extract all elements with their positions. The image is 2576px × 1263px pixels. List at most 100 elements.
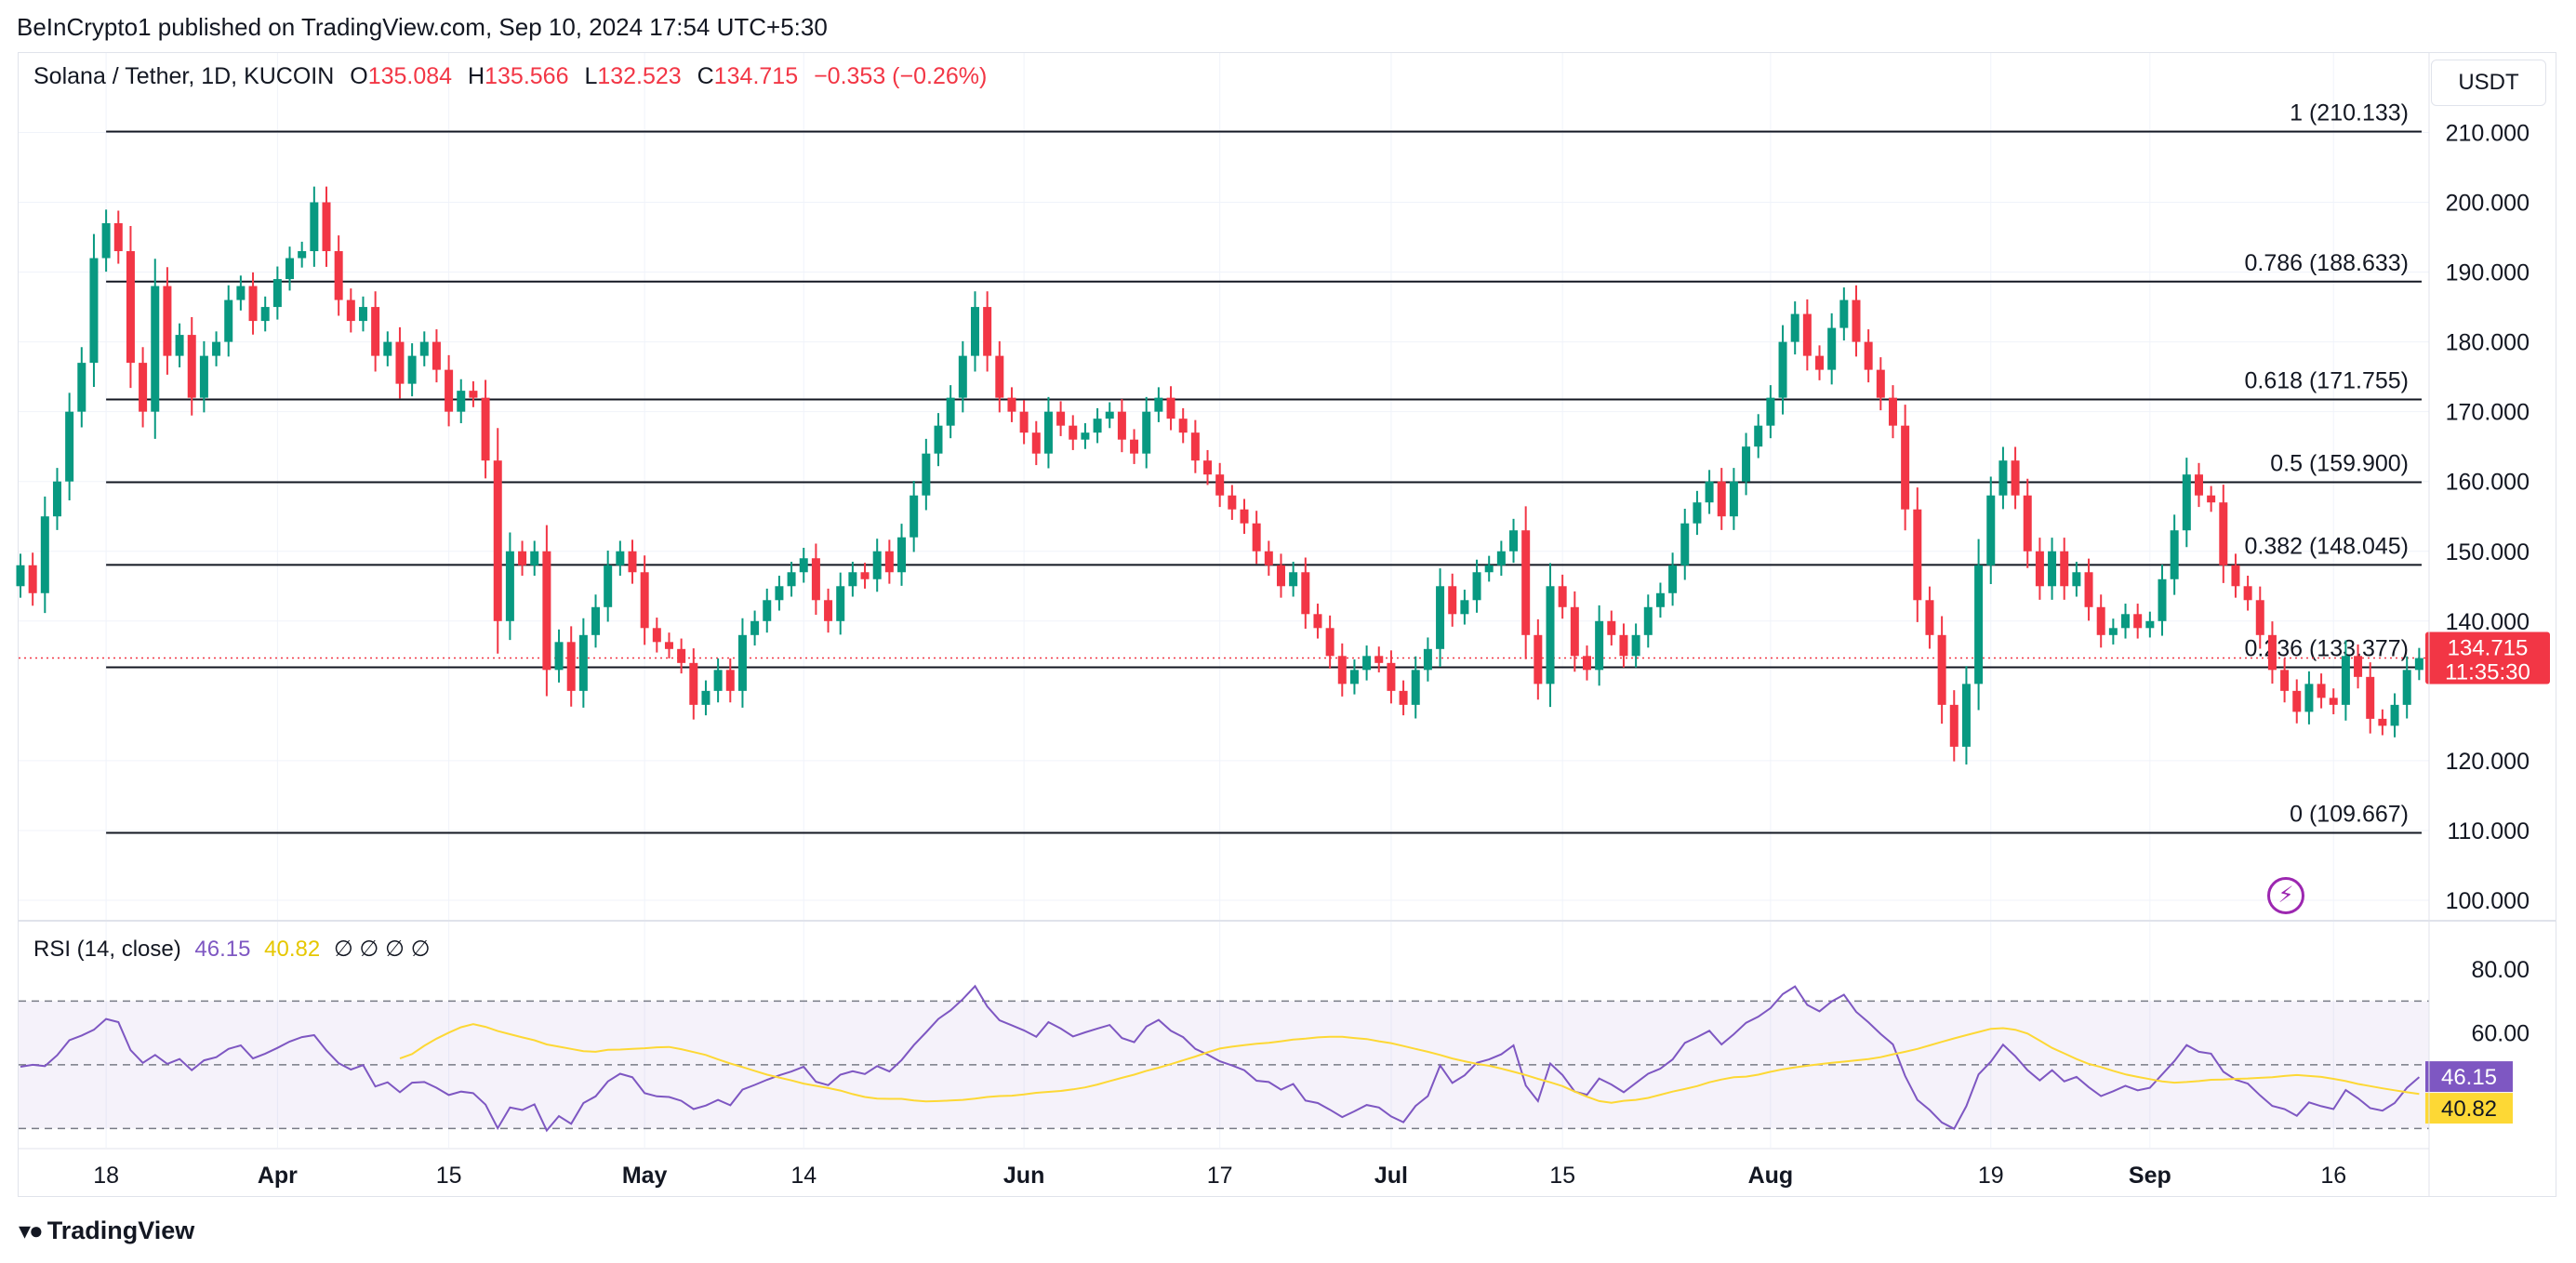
candle-body [334,251,343,300]
rsi-ma-value: 40.82 [264,937,321,962]
lightning-icon[interactable]: ⚡ [2267,877,2304,914]
candle-body [1595,620,1604,671]
candle-body [199,355,208,398]
candle-body [775,586,784,601]
price-tick-label: 200.000 [2446,191,2530,217]
fibonacci-levels: 1 (210.133) 0.786 (188.633) 0.618 (171.755… [106,100,2422,834]
candle-body [1754,425,1763,447]
candle-body [2341,656,2350,705]
candle-body [2378,718,2387,726]
candle-body [2133,614,2143,629]
candle-body [848,572,857,587]
candle-body [358,307,367,322]
candle-body [2219,502,2228,565]
candle-body [1166,397,1175,419]
candle-body [750,620,760,635]
price-tick-label: 150.000 [2446,539,2530,565]
candle-body [445,369,454,412]
rsi-badge-label: 46.15 [2441,1065,2497,1090]
candle-body [2108,628,2118,635]
candle-body [1949,704,1959,747]
candle-body [1484,565,1494,573]
candle-body [126,251,135,364]
candle-body [1203,460,1213,475]
candle-body [395,341,405,384]
candle-body [1643,606,1653,635]
time-tick-label: Jun [1003,1163,1044,1189]
candle-body [432,341,441,370]
price-tick-label: 180.000 [2446,330,2530,356]
time-tick-label: 15 [1549,1163,1575,1189]
candle-body [2060,551,2069,587]
candle-body [28,565,37,593]
candle-body [1876,369,1885,398]
low-label: L [584,63,598,89]
candle-body [1215,474,1225,496]
price-tick-label: 210.000 [2446,120,2530,146]
candle-body [1190,432,1200,461]
candle-body [910,495,919,538]
candle-body [1534,634,1543,685]
candle-body [542,551,551,671]
time-tick-label: 18 [93,1163,119,1189]
candle-body [1913,509,1922,601]
candle-body [591,606,601,635]
candle-body [139,363,148,412]
candle-body [1387,662,1396,691]
grid-layer [19,53,2429,1148]
candle-body [2011,460,2020,496]
symbol-legend: Solana / Tether, 1D, KUCOIN O135.084 H13… [33,63,987,90]
candle-body [151,286,160,412]
candle-body [1325,628,1334,657]
candle-body [163,286,172,356]
candle-body [236,286,246,300]
candle-body [640,572,649,629]
open-value: 135.084 [367,63,453,89]
candle-body [1509,530,1519,552]
price-axis: 210.000 200.000 190.000 180.000 170.000 160.0… [2446,120,2530,914]
candle-body [701,690,710,705]
tradingview-logo[interactable]: ▾● TradingView [19,1216,194,1245]
candlestick-series [16,186,2423,765]
candle-body [983,307,992,356]
candle-body [2072,572,2081,587]
tradingview-mark-icon: ▾● [19,1216,44,1244]
rsi-ma-line [399,1023,2420,1104]
price-tick-label: 120.000 [2446,749,2530,775]
candle-body [1655,592,1665,607]
candle-body [1436,586,1445,649]
price-tick-label: 100.000 [2446,888,2530,914]
candle-body [1019,411,1029,433]
candle-body [2231,565,2240,587]
candle-body [1448,586,1457,615]
candle-body [1276,565,1285,587]
candle-body [2304,684,2314,712]
candle-body [958,355,967,398]
candle-body [1349,670,1359,685]
candle-body [469,391,478,398]
candle-body [566,642,576,691]
fib-level-label: 0.618 (171.755) [2244,367,2409,393]
candle-body [1056,411,1066,426]
fib-level-label: 0 (109.667) [2290,801,2409,827]
candle-body [101,223,111,259]
fib-level-label: 0.786 (188.633) [2244,250,2409,276]
candle-body [1570,606,1579,657]
candle-body [799,558,808,573]
close-value: 134.715 [713,63,799,89]
candle-body [811,558,820,601]
currency-button[interactable]: USDT [2431,60,2546,106]
publisher-attribution: BeInCrypto1 published on TradingView.com… [17,13,828,41]
price-tick-label: 190.000 [2446,260,2530,286]
fib-level-label: 1 (210.133) [2290,100,2409,126]
high-label: H [468,63,485,89]
candle-body [1705,481,1714,503]
candle-body [40,516,49,593]
candle-body [298,251,307,259]
candle-body [2035,551,2044,587]
candle-body [2194,474,2203,496]
candle-body [1864,341,1873,370]
rsi-ma-badge-label: 40.82 [2441,1097,2497,1122]
